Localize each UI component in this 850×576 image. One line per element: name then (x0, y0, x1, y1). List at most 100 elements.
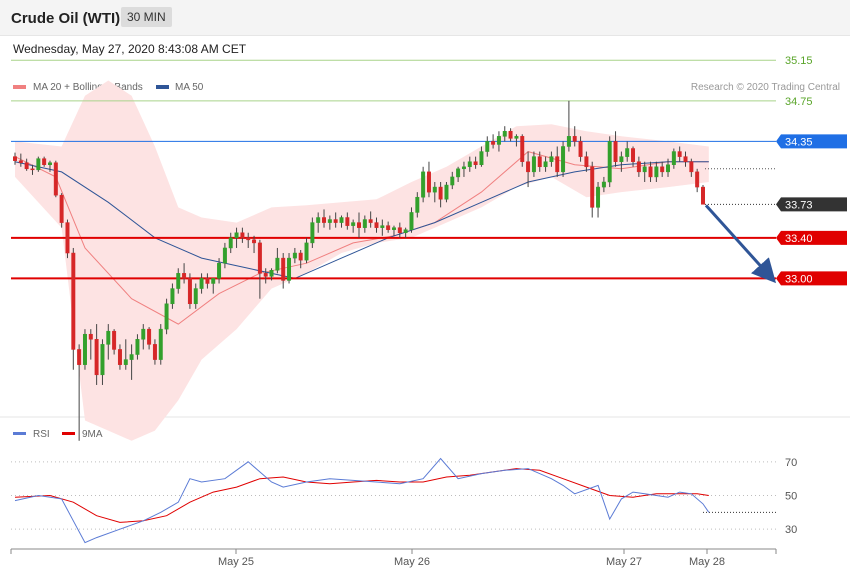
timestamp: Wednesday, May 27, 2020 8:43:08 AM CET (13, 42, 247, 56)
bullish-candle (47, 162, 52, 165)
bullish-candle (671, 151, 676, 165)
bearish-candle (631, 148, 636, 162)
bearish-candle (648, 166, 653, 178)
bullish-candle (514, 136, 519, 139)
bearish-candle (368, 219, 373, 223)
bearish-candle (677, 151, 682, 157)
bearish-candle (42, 158, 47, 165)
bullish-candle (403, 229, 408, 233)
bullish-candle (432, 186, 437, 193)
bullish-candle (310, 222, 315, 244)
bullish-candle (607, 141, 612, 183)
rsi-tick-label: 50 (785, 491, 797, 503)
bullish-candle (234, 232, 239, 239)
bullish-candle (362, 219, 367, 228)
price-level-layer (11, 59, 776, 280)
rsi-tick-label: 70 (785, 457, 797, 469)
candlestick-layer (13, 100, 777, 441)
target-level-label: 34.75 (785, 96, 813, 108)
x-axis-label: May 27 (606, 556, 642, 568)
bearish-candle (555, 156, 560, 173)
bearish-candle (18, 160, 23, 163)
bearish-candle (147, 328, 152, 345)
bearish-candle (386, 225, 391, 230)
rsi-legend-label: RSI (33, 429, 50, 440)
bullish-candle (158, 328, 163, 360)
x-axis-label: May 28 (689, 556, 725, 568)
ma50-legend-swatch (156, 85, 169, 89)
bearish-candle (88, 333, 93, 340)
bullish-candle (642, 166, 647, 173)
bullish-candle (199, 278, 204, 289)
bullish-candle (222, 247, 227, 264)
main-legend: MA 20 + Bollinger Bands MA 50 Research ©… (13, 82, 840, 93)
bullish-candle (391, 227, 396, 230)
ma9-legend-label: 9MA (82, 429, 103, 440)
bullish-candle (211, 278, 216, 284)
bullish-candle (228, 237, 233, 249)
bullish-candle (106, 330, 111, 345)
instrument-title: Crude Oil (WTI) (11, 10, 121, 27)
bullish-candle (380, 225, 385, 228)
bearish-candle (59, 194, 64, 223)
bullish-candle (339, 217, 344, 223)
bullish-candle (444, 184, 449, 200)
chart-header: Crude Oil (WTI) 30 MIN (0, 0, 850, 36)
rsi-legend-swatch (13, 432, 26, 435)
bullish-candle (164, 303, 169, 330)
bullish-candle (461, 166, 466, 170)
support-level-tag (776, 230, 847, 245)
price-label-layer: 35.15 34.75 34.35 33.73 33.40 33.00 (776, 55, 847, 286)
bearish-candle (112, 330, 117, 350)
bearish-candle (613, 141, 618, 162)
bearish-candle (30, 168, 35, 171)
bullish-candle (123, 359, 128, 365)
pivot-level-tag (776, 134, 847, 149)
bearish-candle (53, 162, 58, 196)
x-axis-label: May 26 (394, 556, 430, 568)
rsi-legend: RSI 9MA (13, 429, 103, 440)
bearish-candle (397, 227, 402, 233)
bullish-candle (625, 148, 630, 157)
bullish-candle (292, 252, 297, 259)
bullish-candle (531, 156, 536, 173)
ma20-legend-swatch (13, 85, 26, 89)
bullish-candle (502, 131, 507, 137)
bearish-candle (333, 219, 338, 223)
bullish-candle (176, 273, 181, 289)
bearish-candle (374, 222, 379, 228)
last-price-tag (776, 197, 847, 212)
bearish-candle (152, 344, 157, 360)
bearish-candle (508, 131, 513, 139)
bearish-candle (572, 136, 577, 142)
scenario-arrow (704, 204, 777, 284)
bearish-candle (426, 171, 431, 193)
bullish-candle (666, 164, 671, 173)
bearish-candle (298, 252, 303, 261)
bearish-candle (13, 156, 17, 161)
bearish-candle (77, 349, 82, 365)
bullish-candle (596, 186, 601, 208)
rsi-tick-label: 30 (785, 524, 797, 536)
bearish-candle (689, 161, 694, 173)
bearish-candle (491, 141, 496, 145)
timeframe-badge[interactable]: 30 MIN (121, 7, 172, 27)
bullish-candle (549, 156, 554, 162)
bearish-candle (578, 141, 583, 157)
rsi-line (14, 457, 710, 544)
x-axis-label: May 25 (218, 556, 254, 568)
bearish-candle (205, 278, 210, 284)
last-price-label: 33.73 (785, 199, 813, 211)
bearish-candle (65, 222, 70, 254)
time-axis: May 25 May 26 May 27 May 28 (10, 548, 777, 568)
bullish-candle (479, 151, 484, 165)
bullish-candle (135, 339, 140, 355)
bearish-candle (257, 242, 262, 274)
bearish-candle (71, 252, 76, 350)
bullish-candle (193, 288, 198, 305)
bullish-candle (485, 141, 490, 152)
bearish-candle (182, 273, 187, 279)
ma20-line (14, 151, 709, 325)
bearish-candle (281, 257, 286, 281)
